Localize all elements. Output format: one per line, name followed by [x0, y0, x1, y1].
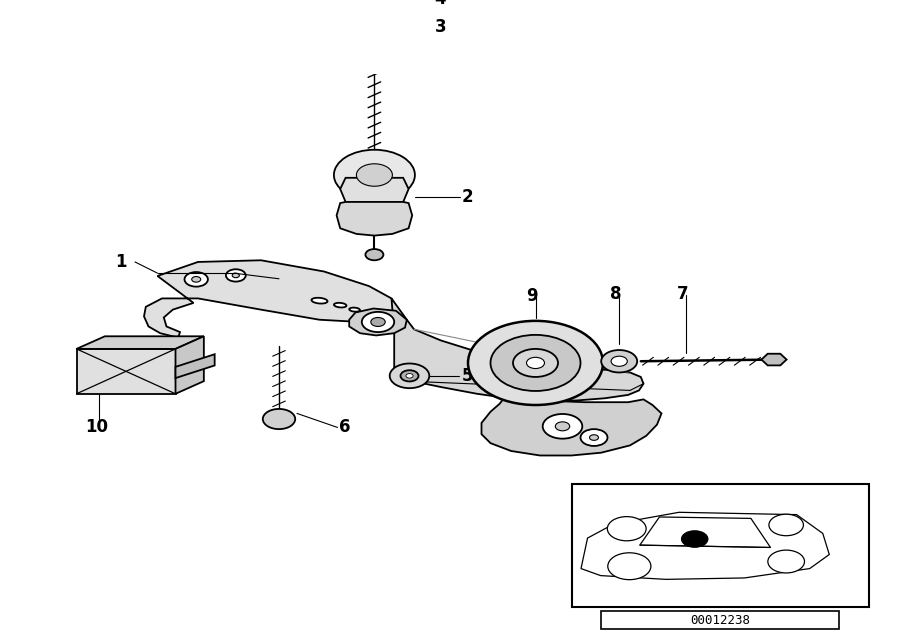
Circle shape — [390, 363, 429, 388]
Polygon shape — [358, 13, 391, 39]
Polygon shape — [76, 337, 203, 349]
Circle shape — [371, 318, 385, 326]
Circle shape — [608, 517, 646, 541]
Circle shape — [601, 350, 637, 373]
Polygon shape — [761, 354, 787, 365]
Circle shape — [263, 409, 295, 429]
Polygon shape — [337, 202, 412, 236]
Text: 2: 2 — [462, 189, 473, 206]
Circle shape — [334, 150, 415, 200]
Text: 9: 9 — [526, 286, 538, 305]
Circle shape — [367, 0, 382, 4]
Polygon shape — [176, 354, 215, 378]
Ellipse shape — [349, 307, 360, 312]
Polygon shape — [349, 309, 407, 335]
Ellipse shape — [311, 298, 328, 304]
Circle shape — [681, 531, 707, 547]
Circle shape — [611, 356, 627, 366]
Text: 6: 6 — [339, 418, 351, 436]
Polygon shape — [176, 337, 203, 394]
Circle shape — [468, 321, 603, 405]
Circle shape — [513, 349, 558, 377]
Circle shape — [526, 358, 544, 368]
Text: 00012238: 00012238 — [690, 614, 750, 627]
Polygon shape — [392, 298, 644, 401]
Text: 7: 7 — [677, 285, 688, 303]
Circle shape — [769, 514, 804, 536]
FancyBboxPatch shape — [572, 483, 868, 607]
Text: 5: 5 — [462, 367, 473, 385]
Circle shape — [406, 373, 413, 378]
FancyBboxPatch shape — [601, 612, 839, 629]
Circle shape — [368, 23, 381, 31]
Circle shape — [226, 269, 246, 281]
Polygon shape — [360, 0, 389, 8]
Circle shape — [362, 312, 394, 332]
Polygon shape — [76, 349, 176, 394]
Polygon shape — [144, 260, 396, 338]
Circle shape — [365, 249, 383, 260]
Circle shape — [555, 422, 570, 431]
Text: 10: 10 — [86, 418, 109, 436]
Circle shape — [400, 370, 418, 382]
Polygon shape — [482, 398, 662, 455]
Ellipse shape — [334, 303, 346, 307]
Circle shape — [590, 435, 598, 440]
Text: 4: 4 — [435, 0, 446, 8]
Polygon shape — [340, 178, 409, 209]
Polygon shape — [581, 512, 829, 579]
Circle shape — [192, 276, 201, 282]
Polygon shape — [640, 517, 770, 547]
Circle shape — [356, 164, 392, 186]
Circle shape — [768, 550, 805, 573]
Circle shape — [543, 414, 582, 439]
Text: 8: 8 — [610, 285, 622, 303]
Circle shape — [184, 272, 208, 286]
Circle shape — [491, 335, 580, 391]
Text: 3: 3 — [435, 18, 446, 36]
Text: 1: 1 — [115, 253, 127, 271]
Circle shape — [232, 273, 239, 277]
Circle shape — [608, 553, 651, 580]
Circle shape — [580, 429, 608, 446]
